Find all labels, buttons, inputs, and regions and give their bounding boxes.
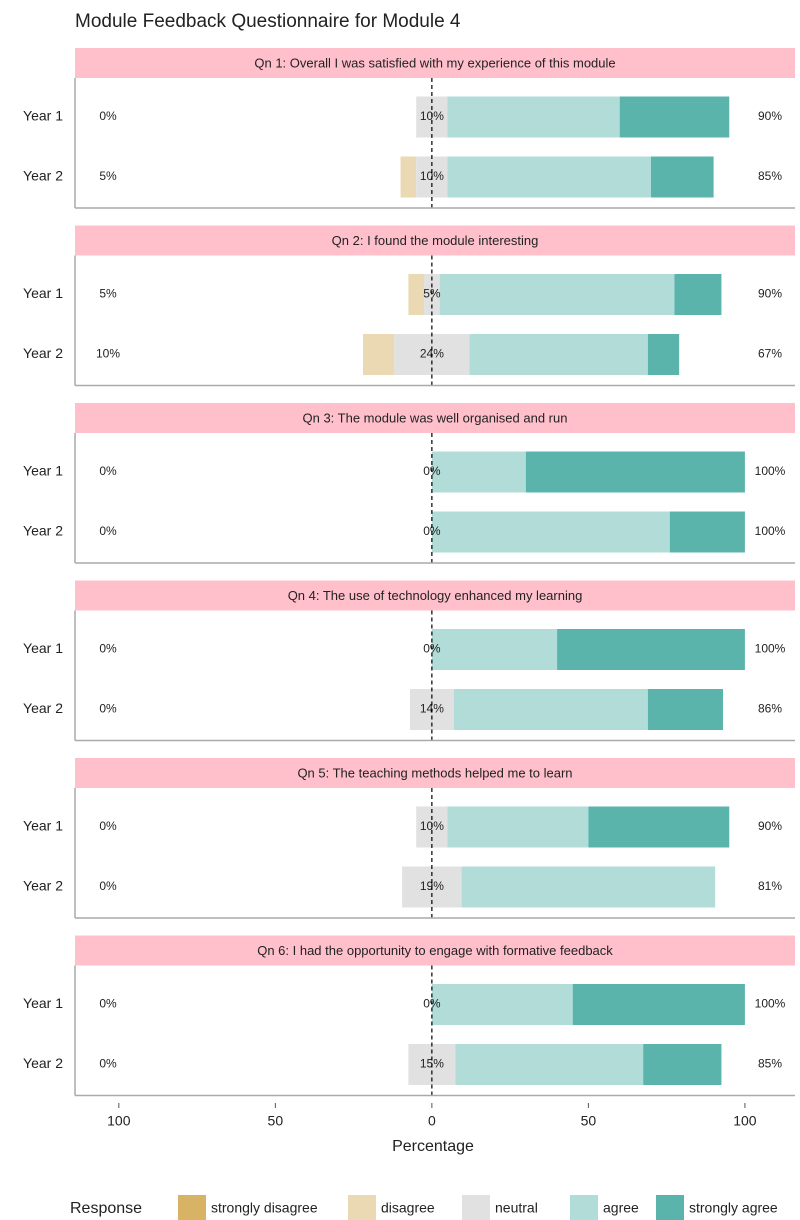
- value-label: 0%: [99, 997, 117, 1011]
- panel-title: Qn 2: I found the module interesting: [332, 233, 539, 248]
- y-tick-label: Year 1: [23, 463, 63, 479]
- panel-title: Qn 3: The module was well organised and …: [303, 410, 568, 425]
- legend-swatch: [570, 1195, 598, 1220]
- value-label: 0%: [99, 702, 117, 716]
- y-tick-label: Year 1: [23, 285, 63, 301]
- bar-segment: [651, 156, 714, 198]
- value-label: 100%: [755, 464, 786, 478]
- y-tick-label: Year 2: [23, 700, 63, 716]
- panel-strip: [75, 48, 795, 78]
- bar-segment: [469, 334, 648, 375]
- bar-segment: [588, 806, 730, 848]
- bar-segment: [431, 511, 670, 553]
- bar-segment: [453, 689, 648, 730]
- panel-title: Qn 1: Overall I was satisfied with my ex…: [254, 55, 615, 70]
- value-label: 90%: [758, 287, 782, 301]
- legend-label: disagree: [381, 1200, 435, 1216]
- bar-segment: [447, 156, 651, 198]
- legend-label: strongly agree: [689, 1200, 778, 1216]
- x-tick-label: 100: [107, 1113, 131, 1129]
- bar-segment: [674, 274, 722, 315]
- x-tick-label: 0: [428, 1113, 436, 1129]
- value-label: 0%: [99, 819, 117, 833]
- legend-swatch: [656, 1195, 684, 1220]
- panel-strip: [75, 225, 795, 256]
- panel-strip: [75, 403, 795, 433]
- bar-segment: [647, 334, 680, 375]
- legend-swatch: [462, 1195, 490, 1220]
- bar-segment: [408, 274, 425, 315]
- bar-segment: [643, 1044, 722, 1085]
- bar-segment: [431, 451, 526, 493]
- y-tick-label: Year 2: [23, 168, 63, 184]
- x-tick-label: 100: [733, 1113, 757, 1129]
- panel-strip: [75, 580, 795, 611]
- value-label: 81%: [758, 879, 782, 893]
- bar-segment: [447, 806, 589, 848]
- y-tick-label: Year 2: [23, 523, 63, 539]
- panel-strip: [75, 935, 795, 966]
- bar-segment: [455, 1044, 644, 1085]
- legend-label: strongly disagree: [211, 1200, 318, 1216]
- bar-segment: [431, 984, 573, 1025]
- y-tick-label: Year 2: [23, 345, 63, 361]
- bar-segment: [431, 629, 558, 670]
- value-label: 100%: [755, 642, 786, 656]
- bar-segment: [619, 96, 730, 138]
- bar-segment: [461, 866, 716, 908]
- legend-label: neutral: [495, 1200, 538, 1216]
- value-label: 0%: [99, 879, 117, 893]
- bar-segment: [647, 689, 723, 730]
- y-tick-label: Year 1: [23, 108, 63, 124]
- panel-title: Qn 6: I had the opportunity to engage wi…: [257, 943, 613, 958]
- x-axis-label: Percentage: [392, 1138, 474, 1155]
- y-tick-label: Year 1: [23, 818, 63, 834]
- value-label: 100%: [755, 524, 786, 538]
- value-label: 90%: [758, 819, 782, 833]
- legend-title: Response: [70, 1200, 142, 1217]
- x-tick-label: 50: [581, 1113, 597, 1129]
- y-tick-label: Year 1: [23, 995, 63, 1011]
- chart-title: Module Feedback Questionnaire for Module…: [75, 11, 461, 32]
- value-label: 0%: [99, 109, 117, 123]
- legend-swatch: [348, 1195, 376, 1220]
- x-tick-label: 50: [268, 1113, 284, 1129]
- value-label: 100%: [755, 997, 786, 1011]
- bar-segment: [525, 451, 745, 493]
- value-label: 5%: [99, 287, 117, 301]
- value-label: 0%: [99, 524, 117, 538]
- value-label: 0%: [99, 464, 117, 478]
- bar-segment: [363, 334, 395, 375]
- value-label: 0%: [99, 642, 117, 656]
- value-label: 85%: [758, 169, 782, 183]
- bar-segment: [439, 274, 675, 315]
- value-label: 90%: [758, 109, 782, 123]
- y-tick-label: Year 2: [23, 878, 63, 894]
- value-label: 0%: [99, 1057, 117, 1071]
- bar-segment: [447, 96, 620, 138]
- bar-segment: [572, 984, 745, 1025]
- bar-segment: [400, 156, 417, 198]
- y-tick-label: Year 2: [23, 1055, 63, 1071]
- value-label: 10%: [96, 347, 120, 361]
- panel-strip: [75, 758, 795, 788]
- bar-segment: [669, 511, 745, 553]
- value-label: 67%: [758, 347, 782, 361]
- legend-swatch: [178, 1195, 206, 1220]
- bar-segment: [557, 629, 745, 670]
- y-tick-label: Year 1: [23, 640, 63, 656]
- value-label: 85%: [758, 1057, 782, 1071]
- legend-label: agree: [603, 1200, 639, 1216]
- panel-title: Qn 4: The use of technology enhanced my …: [288, 588, 583, 603]
- panel-title: Qn 5: The teaching methods helped me to …: [297, 765, 572, 780]
- value-label: 5%: [99, 169, 117, 183]
- value-label: 86%: [758, 702, 782, 716]
